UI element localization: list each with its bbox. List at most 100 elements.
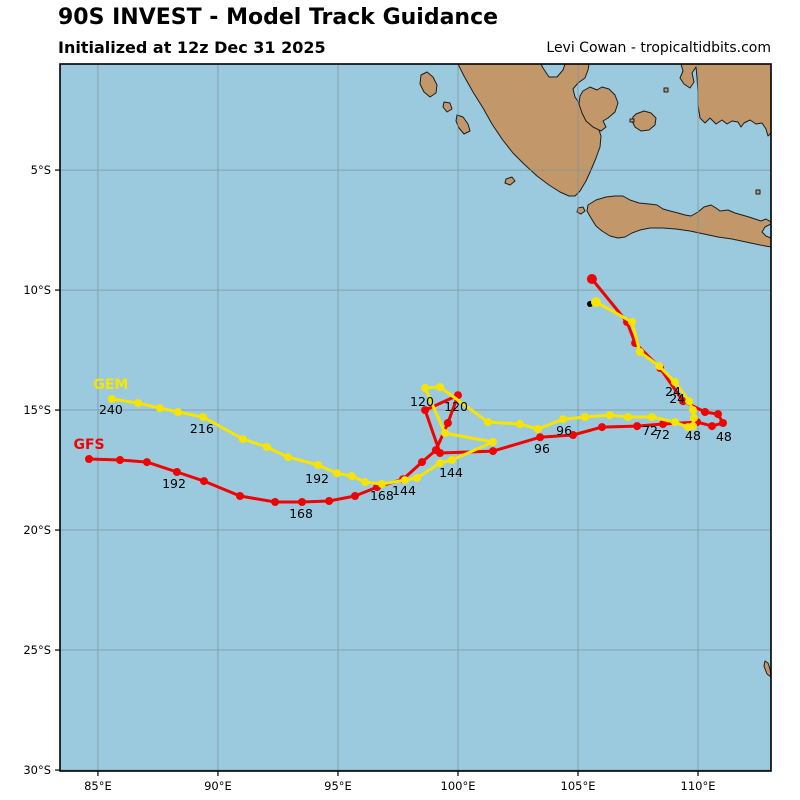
gem-track-point	[559, 415, 568, 424]
gfs-track-point	[172, 468, 181, 476]
gem-track-point	[199, 413, 208, 421]
land-polygon-islet-c	[755, 189, 761, 195]
land-polygon-borneo	[679, 64, 771, 137]
gfs-track-point	[489, 447, 497, 456]
gfs-track-point	[633, 422, 642, 431]
y-tick-label: 20°S	[23, 523, 51, 537]
land-polygon-bangka	[578, 86, 619, 132]
gfs-hour-label: 48	[716, 429, 732, 444]
gem-track-point	[484, 418, 492, 427]
x-tick-label: 95°E	[324, 779, 352, 793]
x-tick-label: 85°E	[84, 779, 112, 793]
gem-hour-label: 216	[190, 421, 214, 436]
gem-track-point	[683, 423, 692, 432]
axis-ticks	[55, 169, 699, 776]
gem-track-point	[655, 362, 664, 371]
gfs-track-point	[431, 446, 440, 455]
x-tick-label: 100°E	[441, 779, 476, 793]
gem-track-point	[333, 469, 341, 478]
gfs-track-point	[536, 433, 545, 442]
gem-track-point	[134, 399, 142, 408]
map-frame	[59, 63, 772, 772]
gfs-hour-label: 96	[534, 441, 550, 456]
gem-track-point	[284, 453, 292, 462]
gfs-track-line	[87, 277, 725, 504]
gem-track-point	[685, 397, 694, 406]
gem-track-point	[591, 297, 601, 308]
land-polygon-islet-a	[663, 87, 669, 93]
gem-track-point	[581, 413, 589, 421]
gfs-track-point	[142, 458, 151, 467]
gfs-track-point	[236, 492, 244, 500]
gem-track-point	[647, 413, 656, 421]
gem-track-point	[347, 472, 356, 481]
land-polygon-mentawai-c	[455, 114, 471, 135]
gem-hour-label: 72	[642, 423, 658, 438]
land-polygon-mentawai-b	[442, 101, 453, 113]
gem-track-point	[671, 378, 679, 386]
x-tick-label: 110°E	[681, 779, 716, 793]
gem-hour-label: 24	[665, 384, 681, 399]
gfs-track-point	[708, 422, 716, 431]
map-layers: 2448729612014416819224487296120144168192…	[60, 64, 771, 771]
gfs-track-point	[701, 408, 709, 416]
gfs-hour-label: 192	[162, 476, 186, 491]
y-axis-labels: 5°S 10°S 15°S 20°S 25°S 30°S	[23, 163, 51, 777]
gfs-track-point	[679, 397, 688, 406]
gem-track-point	[671, 418, 679, 427]
init-time-label: Initialized at 12z Dec 31 2025	[58, 38, 326, 57]
land-layer	[419, 64, 771, 678]
gem-track-point	[448, 456, 456, 464]
x-axis-labels: 85°E 90°E 95°E 100°E 105°E 110°E	[84, 779, 715, 793]
x-tick-label: 105°E	[561, 779, 596, 793]
gem-track-point	[436, 383, 444, 391]
gfs-track-point	[598, 423, 606, 432]
gem-track-point	[605, 411, 614, 420]
gem-track-point	[238, 435, 247, 444]
x-tick-label: 90°E	[204, 779, 232, 793]
gem-hour-label: 120	[444, 399, 468, 414]
y-tick-label: 15°S	[23, 403, 51, 417]
land-polygon-java	[586, 195, 771, 248]
gem-track-point	[628, 318, 636, 326]
grid-lines	[60, 64, 771, 771]
gfs-track	[85, 274, 727, 506]
page-title: 90S INVEST - Model Track Guidance	[58, 5, 499, 30]
gfs-track-point	[298, 498, 306, 506]
gem-track-point	[173, 408, 182, 416]
gem-track-point	[421, 384, 430, 392]
hour-labels: 2448729612014416819224487296120144168192…	[99, 384, 732, 521]
gem-track-point	[262, 443, 271, 451]
gem-track-point	[107, 395, 116, 403]
land-polygon-enggano	[504, 176, 516, 186]
gfs-hour-label: 168	[289, 506, 313, 521]
gfs-track-point	[659, 420, 667, 428]
gem-track	[107, 297, 698, 488]
gem-track-point	[689, 414, 698, 422]
gfs-track-point	[85, 455, 93, 463]
gfs-track-point	[418, 458, 426, 467]
land-polygon-mentawai-a	[419, 71, 438, 98]
gfs-track-point	[325, 497, 334, 505]
y-tick-label: 30°S	[23, 763, 51, 777]
gem-track-point	[635, 348, 644, 356]
y-tick-label: 5°S	[31, 163, 51, 177]
gfs-track-point	[443, 419, 452, 427]
gem-hour-label: 240	[99, 402, 123, 417]
gfs-hour-label: 120	[410, 394, 434, 409]
y-tick-label: 25°S	[23, 643, 51, 657]
gfs-track-point	[719, 419, 727, 427]
gem-hour-label: 192	[305, 471, 329, 486]
gfs-hour-label: 24	[669, 391, 685, 406]
gfs-track-point	[421, 406, 430, 415]
gfs-track-point	[271, 498, 280, 506]
gem-track-point	[400, 476, 409, 485]
gem-track-point	[412, 474, 421, 482]
gfs-track-point	[714, 410, 722, 419]
gem-track-point	[155, 404, 164, 413]
gem-track-point	[489, 438, 497, 446]
gfs-track-point	[351, 492, 359, 500]
gfs-model-label: GFS	[73, 437, 104, 453]
gem-hour-label: 168	[370, 488, 394, 503]
